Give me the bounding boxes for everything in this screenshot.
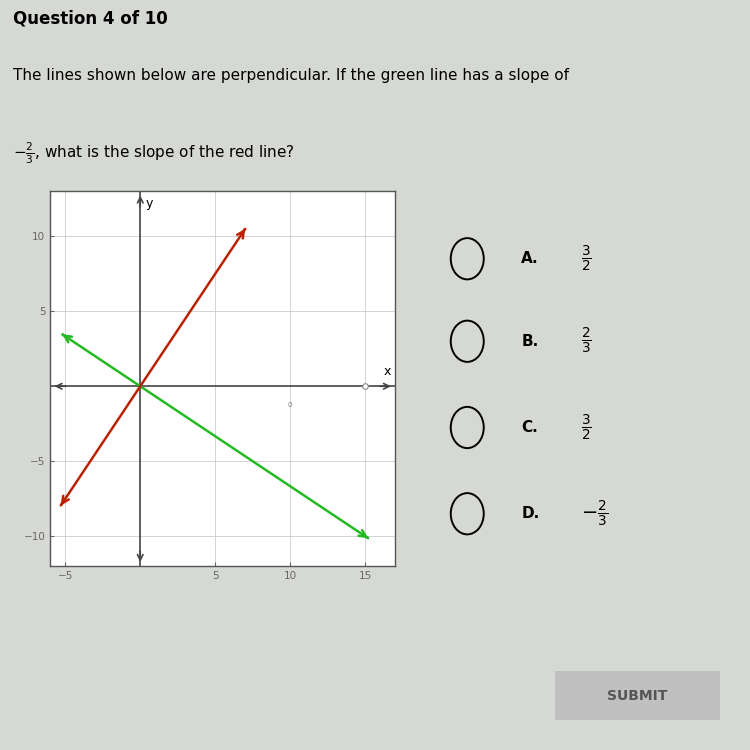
Text: Question 4 of 10: Question 4 of 10 xyxy=(13,10,168,28)
Text: SUBMIT: SUBMIT xyxy=(608,688,668,703)
Text: x: x xyxy=(383,365,391,378)
Text: o: o xyxy=(288,400,292,409)
Text: $\frac{2}{3}$: $\frac{2}{3}$ xyxy=(581,326,592,356)
Text: $\frac{3}{2}$: $\frac{3}{2}$ xyxy=(581,244,592,274)
Text: A.: A. xyxy=(521,251,538,266)
Text: D.: D. xyxy=(521,506,539,521)
Text: C.: C. xyxy=(521,420,538,435)
Text: $-\frac{2}{3}$: $-\frac{2}{3}$ xyxy=(581,499,608,529)
Text: y: y xyxy=(146,197,153,210)
Text: $-\frac{2}{3}$, what is the slope of the red line?: $-\frac{2}{3}$, what is the slope of the… xyxy=(13,140,296,166)
Text: $\frac{3}{2}$: $\frac{3}{2}$ xyxy=(581,413,592,442)
Text: The lines shown below are perpendicular. If the green line has a slope of: The lines shown below are perpendicular.… xyxy=(13,68,569,83)
Text: B.: B. xyxy=(521,334,538,349)
